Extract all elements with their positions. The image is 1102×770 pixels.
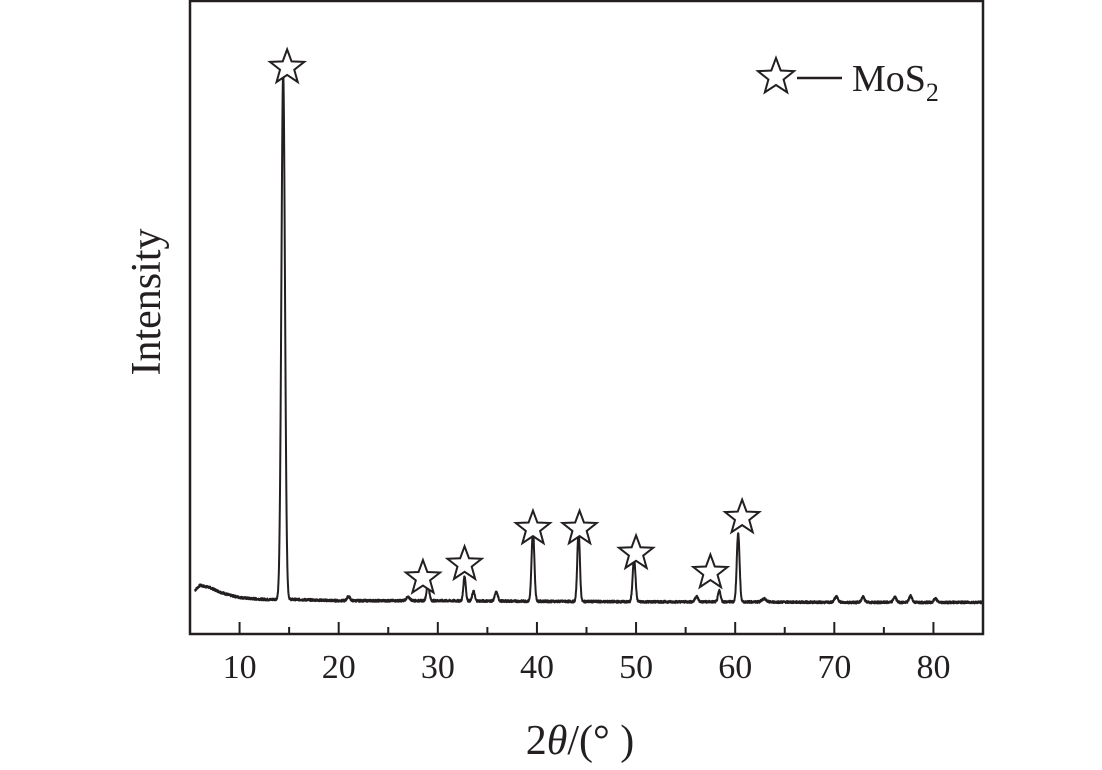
peak-star-markers xyxy=(267,46,762,595)
peak-star-marker xyxy=(444,543,485,582)
legend-label-main: MoS xyxy=(852,58,926,100)
peak-star-marker xyxy=(513,507,553,546)
y-axis-label: Intensity xyxy=(124,229,170,376)
x-axis-label-theta: θ xyxy=(547,718,568,764)
x-axis-label-suffix: /(° ) xyxy=(567,718,634,764)
peak-star-marker xyxy=(690,551,731,590)
x-tick-label: 10 xyxy=(223,649,257,686)
x-axis-tick-labels: 10 20 30 40 50 60 70 80 xyxy=(223,649,951,686)
x-tick-label: 40 xyxy=(520,649,554,686)
x-tick-label: 50 xyxy=(619,649,653,686)
peak-star-marker xyxy=(616,532,656,571)
legend-label-subscript: 2 xyxy=(926,78,939,107)
x-tick-label: 30 xyxy=(421,649,455,686)
legend: MoS2 xyxy=(755,55,939,107)
x-tick-label: 60 xyxy=(718,649,752,686)
legend-star-icon xyxy=(755,55,797,95)
legend-label: MoS2 xyxy=(852,58,939,107)
peak-star-marker xyxy=(559,507,600,546)
peak-star-marker xyxy=(267,46,308,85)
peak-star-marker xyxy=(403,557,443,595)
x-tick-label: 70 xyxy=(817,649,851,686)
x-axis-ticks xyxy=(189,622,984,634)
x-axis-label-prefix: 2 xyxy=(526,718,547,764)
x-tick-label: 80 xyxy=(916,649,950,686)
x-axis-label: 2θ/(° ) xyxy=(526,718,635,764)
peak-star-marker xyxy=(722,496,762,535)
series-line-mos2 xyxy=(194,70,984,605)
x-tick-label: 20 xyxy=(322,649,356,686)
